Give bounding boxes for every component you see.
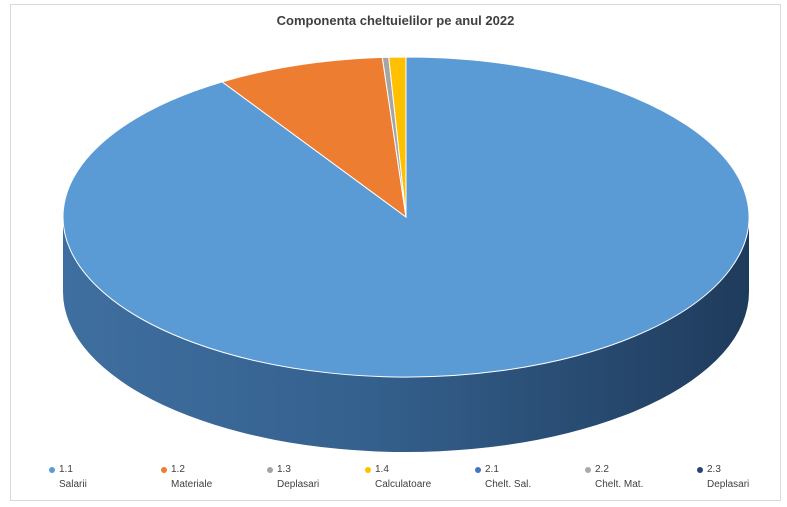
legend-label: Deplasari (277, 478, 320, 490)
legend-label: Chelt. Mat. (595, 478, 644, 490)
pie-slice-1-2 (221, 56, 407, 219)
legend-item-2-3: 2.3 Deplasari (697, 463, 749, 492)
chart-title: Componenta cheltuielilor pe anul 2022 (276, 13, 515, 28)
pie-slice-1-4 (388, 56, 407, 218)
legend: 1.1 Salarii 1.2 Materiale 1.3 Deplasari 1.4 Cal… (49, 463, 779, 499)
pie-side-wall (63, 217, 749, 452)
legend-code: 2.1 (485, 464, 499, 475)
legend-code: 2.2 (595, 464, 609, 475)
legend-marker (475, 467, 481, 473)
legend-marker (161, 467, 167, 473)
legend-item-1-2: 1.2 Materiale (161, 463, 212, 492)
legend-marker (585, 467, 591, 473)
legend-code: 2.3 (707, 464, 721, 475)
legend-marker (267, 467, 273, 473)
legend-marker (365, 467, 371, 473)
legend-label: Calculatoare (375, 478, 432, 490)
chart-area: Componenta cheltuielilor pe anul 2022 1.… (10, 4, 781, 501)
legend-code: 1.2 (171, 464, 185, 475)
legend-label: Chelt. Sal. (485, 478, 532, 490)
legend-label: Salarii (59, 478, 87, 490)
legend-code: 1.1 (59, 464, 73, 475)
legend-label: Materiale (171, 478, 213, 490)
legend-label: Deplasari (707, 478, 750, 490)
legend-marker (49, 467, 55, 473)
legend-item-1-4: 1.4 Calculatoare (365, 463, 431, 492)
legend-item-1-3: 1.3 Deplasari (267, 463, 319, 492)
legend-code: 1.4 (375, 464, 389, 475)
legend-code: 1.3 (277, 464, 291, 475)
legend-marker (697, 467, 703, 473)
legend-item-1-1: 1.1 Salarii (49, 463, 87, 492)
pie-chart (62, 56, 750, 452)
legend-item-2-1: 2.1 Chelt. Sal. (475, 463, 531, 492)
legend-item-2-2: 2.2 Chelt. Mat. (585, 463, 643, 492)
